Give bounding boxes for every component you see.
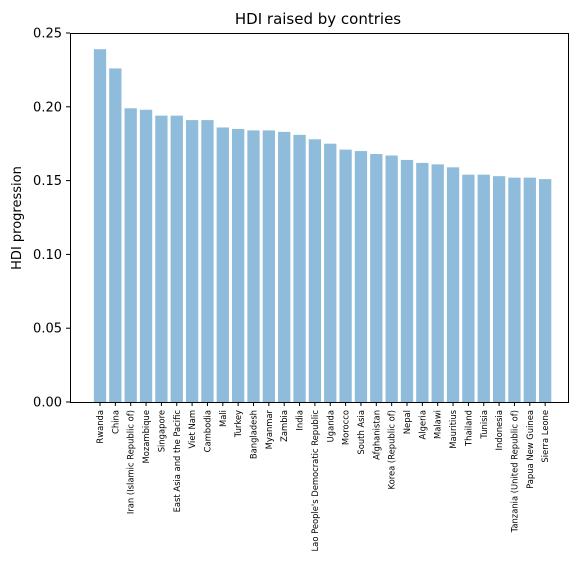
x-tick-label: Papua New Guinea xyxy=(525,410,535,489)
x-tick-label: Myanmar xyxy=(264,409,274,449)
y-tick-label: 0.25 xyxy=(33,27,62,42)
x-tick-label: Cambodia xyxy=(202,410,212,452)
bar xyxy=(385,155,398,402)
x-tick-label: Sierra Leone xyxy=(540,410,550,463)
bar xyxy=(416,162,429,402)
bar xyxy=(232,128,245,402)
y-tick-label: 0.05 xyxy=(33,322,62,337)
bar xyxy=(155,115,168,402)
x-tick-label: Thailand xyxy=(463,410,473,447)
x-tick-label: South Asia xyxy=(356,410,366,455)
bar xyxy=(508,177,521,402)
chart-title: HDI raised by contries xyxy=(235,10,401,28)
bar xyxy=(539,179,552,402)
x-tick-label: Mozambique xyxy=(141,410,151,463)
x-tick-label: Mauritius xyxy=(448,410,458,449)
x-tick-label: East Asia and the Pacific xyxy=(172,410,182,513)
plot-frame xyxy=(70,33,569,403)
bar xyxy=(109,68,122,402)
bar xyxy=(201,120,214,403)
x-tick-label: Algeria xyxy=(417,410,427,439)
x-tick-label: China xyxy=(110,410,120,434)
bar xyxy=(247,130,260,402)
x-tick-label: Rwanda xyxy=(95,410,105,444)
x-tick-label: Morocco xyxy=(341,410,351,445)
bar xyxy=(462,174,475,402)
x-tick-label: Turkey xyxy=(233,410,243,438)
bar xyxy=(370,154,383,402)
bar xyxy=(170,115,183,402)
bar xyxy=(431,164,444,402)
x-axis: Rwanda China Iran (Islamic Republic of) Moz… xyxy=(95,402,550,551)
x-tick-label: Lao People's Democratic Republic xyxy=(310,410,320,552)
x-tick-label: Afghanistan xyxy=(371,410,381,460)
bar xyxy=(354,151,368,402)
bar xyxy=(93,49,107,403)
bar xyxy=(278,131,291,402)
y-tick-label: 0.15 xyxy=(33,174,62,189)
x-tick-label: Tanzania (United Republic of) xyxy=(509,410,519,533)
bar xyxy=(262,130,275,402)
x-tick-label: Tunisia xyxy=(479,410,489,440)
bar xyxy=(400,159,414,402)
x-tick-label: Viet Nam xyxy=(187,410,197,449)
bar xyxy=(492,176,506,402)
x-tick-label: India xyxy=(295,410,305,431)
bar xyxy=(139,109,153,402)
bars-group xyxy=(93,49,552,403)
bar xyxy=(477,174,490,402)
x-tick-label: Singapore xyxy=(156,410,166,452)
x-tick-label: Malawi xyxy=(433,410,443,439)
x-tick-label: Nepal xyxy=(402,410,412,434)
x-tick-label: Indonesia xyxy=(494,410,504,451)
x-tick-label: Iran (Islamic Republic of) xyxy=(126,410,136,514)
bar xyxy=(124,108,137,402)
x-tick-label: Mali xyxy=(218,410,228,427)
bar xyxy=(523,177,536,402)
bar xyxy=(216,127,229,403)
bar xyxy=(339,149,352,402)
y-tick-label: 0.10 xyxy=(33,248,62,263)
x-tick-label: Korea (Republic of) xyxy=(387,410,397,489)
y-tick-label: 0.00 xyxy=(33,396,62,411)
bar xyxy=(446,167,460,402)
x-tick-label: Bangladesh xyxy=(249,410,259,459)
bar xyxy=(324,143,337,402)
y-axis-label: HDI progression xyxy=(10,166,25,270)
bar xyxy=(293,134,306,402)
y-tick-label: 0.20 xyxy=(33,100,62,115)
x-tick-label: Zambia xyxy=(279,410,289,442)
y-axis: 0.00 0.05 0.10 0.15 0.20 0.25 xyxy=(33,27,70,411)
bar xyxy=(185,120,199,403)
x-tick-label: Uganda xyxy=(325,410,335,442)
bar xyxy=(308,139,322,402)
